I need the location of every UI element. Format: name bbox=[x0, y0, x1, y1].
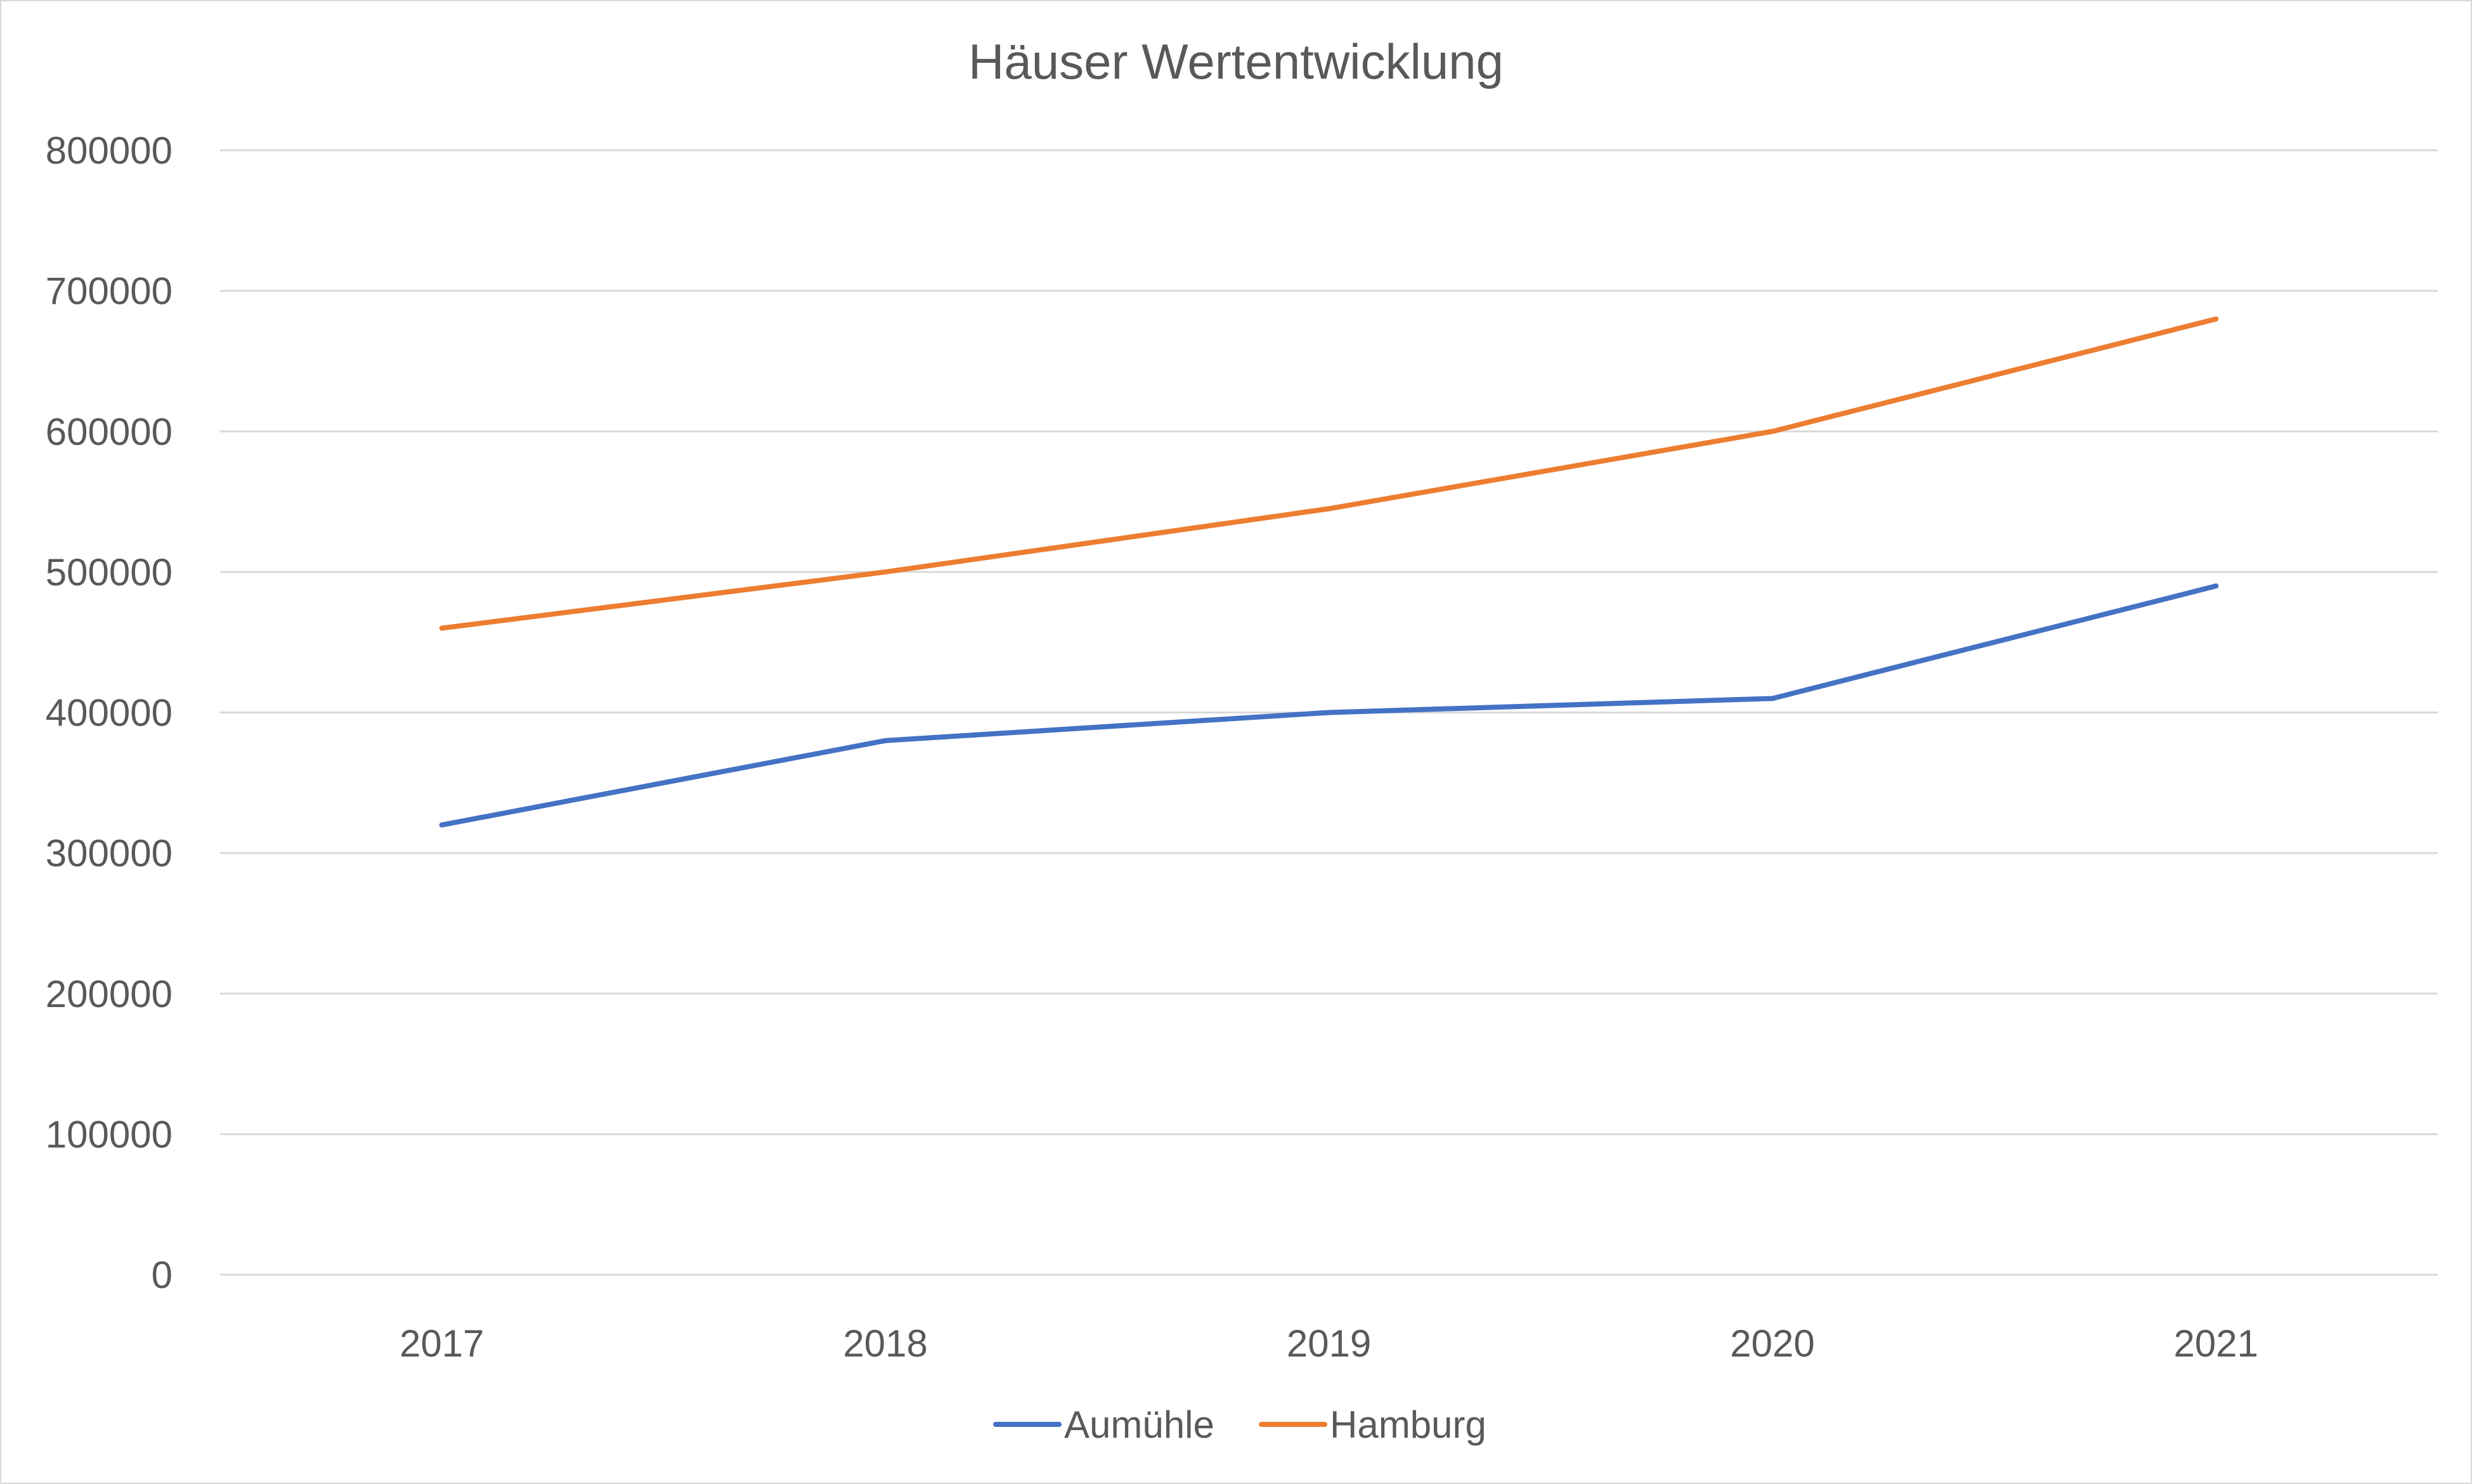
y-tick-label: 200000 bbox=[46, 973, 172, 1015]
y-tick-label: 0 bbox=[152, 1254, 172, 1296]
legend: Aumühle Hamburg bbox=[993, 1403, 1486, 1446]
data-point bbox=[1326, 506, 1332, 512]
data-point bbox=[1769, 429, 1775, 434]
data-point bbox=[1769, 696, 1775, 701]
y-axis-tick-labels: 0 100000 200000 300000 400000 500000 600000 700… bbox=[46, 129, 172, 1296]
series-group bbox=[439, 316, 2219, 631]
data-point bbox=[439, 822, 445, 828]
y-tick-label: 600000 bbox=[46, 410, 172, 453]
series-lines bbox=[439, 316, 2219, 828]
x-tick-label: 2021 bbox=[2174, 1322, 2258, 1365]
x-axis-tick-labels: 2017 2018 2019 2020 2021 bbox=[400, 1322, 2258, 1365]
data-point bbox=[883, 569, 888, 575]
legend-item: Aumühle bbox=[993, 1403, 1214, 1446]
data-point bbox=[883, 738, 888, 743]
y-tick-label: 300000 bbox=[46, 832, 172, 875]
x-tick-label: 2017 bbox=[400, 1322, 484, 1365]
chart-title: Häuser Wertentwicklung bbox=[968, 34, 1504, 89]
legend-label: Hamburg bbox=[1330, 1403, 1486, 1446]
x-tick-label: 2019 bbox=[1287, 1322, 1371, 1365]
y-tick-label: 500000 bbox=[46, 551, 172, 594]
series-line bbox=[439, 583, 2219, 828]
y-tick-label: 800000 bbox=[46, 129, 172, 172]
data-point bbox=[2213, 316, 2219, 322]
y-tick-label: 100000 bbox=[46, 1113, 172, 1155]
legend-item: Hamburg bbox=[1259, 1403, 1486, 1446]
data-point bbox=[2213, 583, 2219, 589]
y-tick-label: 700000 bbox=[46, 270, 172, 313]
y-tick-label: 400000 bbox=[46, 692, 172, 734]
x-tick-label: 2020 bbox=[1730, 1322, 1814, 1365]
series-line bbox=[439, 316, 2219, 631]
legend-label: Aumühle bbox=[1064, 1403, 1214, 1446]
series-group bbox=[439, 583, 2219, 828]
data-point bbox=[439, 625, 445, 631]
data-point bbox=[1326, 710, 1332, 715]
x-tick-label: 2018 bbox=[843, 1322, 927, 1365]
